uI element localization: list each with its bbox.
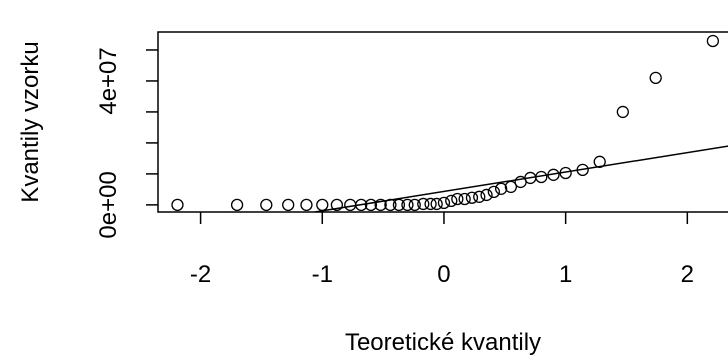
point [364,198,378,212]
point [576,163,589,177]
x-tick-label: 2 [681,261,694,288]
point [260,198,273,212]
x-tick-label: -1 [312,261,333,288]
point [230,198,244,212]
x-axis-title: Teoretické kvantily [345,329,541,356]
point [649,71,662,85]
point [487,185,500,199]
reference-line [314,145,728,212]
point [458,192,471,206]
point [392,198,406,212]
point [384,198,397,212]
point [408,198,421,212]
point [706,34,720,48]
x-tick-label: 0 [437,261,450,288]
y-axis-title: Kvantily vzorku [17,41,44,202]
point [437,196,451,210]
x-tick-label: -2 [190,261,211,288]
point [401,198,414,212]
point [171,198,184,212]
point [300,198,313,212]
point [344,198,357,212]
point [535,170,548,184]
point [282,198,295,212]
plot-frame [157,31,728,213]
point [465,191,479,204]
point [593,155,606,168]
point [374,198,387,212]
point [559,166,572,180]
point [494,182,508,195]
y-tick-label: 4e+07 [95,47,122,114]
point [330,198,344,212]
point [480,188,493,202]
y-tick-label: 0e+00 [95,171,122,238]
point [451,192,464,206]
point [316,198,329,212]
point [504,180,518,194]
point [473,190,486,203]
point [616,105,629,119]
point [430,197,443,211]
point [355,198,368,212]
point [445,194,458,207]
x-tick-label: 1 [559,261,572,288]
point [547,168,560,181]
point [424,197,437,211]
point [417,197,430,211]
